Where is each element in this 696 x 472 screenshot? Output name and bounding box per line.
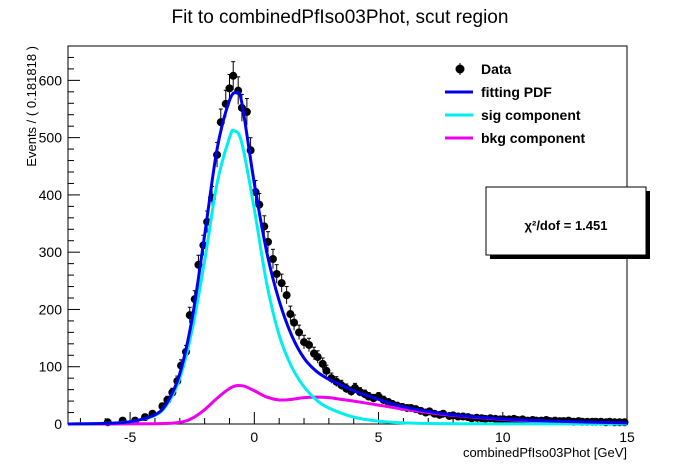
chi2-label: χ²/dof = 1.451: [525, 218, 608, 233]
data-point: [272, 269, 281, 278]
data-point: [313, 352, 322, 361]
legend: Data fitting PDF sig component bkg compo…: [445, 61, 586, 146]
legend-item-bkg-component: bkg component: [445, 130, 586, 146]
data-point: [295, 328, 304, 337]
chart-title: Fit to combinedPfIso03Phot, scut region: [172, 7, 509, 28]
x-axis-label: combinedPfIso03Phot [GeV]: [463, 445, 627, 460]
legend-label-sig-component: sig component: [481, 107, 581, 123]
data-point: [229, 71, 238, 80]
data-point: [304, 340, 313, 349]
data-point: [318, 359, 327, 368]
legend-label-bkg-component: bkg component: [481, 130, 586, 146]
y-tick-label: 300: [39, 244, 63, 260]
y-tick-label: 200: [39, 301, 63, 317]
chi2-box-frame: [485, 186, 647, 256]
data-point: [322, 366, 331, 375]
x-tick-label: -5: [124, 429, 137, 445]
y-tick-label: 500: [39, 130, 63, 146]
x-tick-label: 5: [375, 429, 383, 445]
x-tick-label: 10: [495, 429, 511, 445]
data-point: [290, 318, 299, 327]
legend-label-data: Data: [481, 61, 512, 77]
data-point: [277, 279, 286, 288]
x-tick-label: 0: [250, 429, 258, 445]
data-point: [286, 310, 295, 319]
legend-item-data: Data: [455, 61, 512, 77]
fit-curves: [67, 90, 628, 426]
data-point: [282, 291, 291, 300]
data-point: [268, 255, 277, 264]
y-axis: 0 100 200 300 400 500 600: [39, 56, 80, 432]
y-axis-label: Events / ( 0.181818 ): [24, 46, 39, 167]
legend-item-fitting-pdf: fitting PDF: [445, 84, 552, 100]
curve-sig-component: [67, 128, 628, 426]
x-tick-label: 15: [619, 429, 635, 445]
y-tick-label: 600: [39, 72, 63, 88]
y-tick-label: 100: [39, 359, 63, 375]
curve-fitting-pdf: [67, 90, 628, 426]
chi2-box: χ²/dof = 1.451: [485, 186, 650, 259]
legend-item-sig-component: sig component: [445, 107, 581, 123]
data-point: [225, 84, 234, 93]
legend-label-fitting-pdf: fitting PDF: [481, 84, 552, 100]
y-tick-label: 400: [39, 187, 63, 203]
y-tick-label: 0: [54, 416, 62, 432]
